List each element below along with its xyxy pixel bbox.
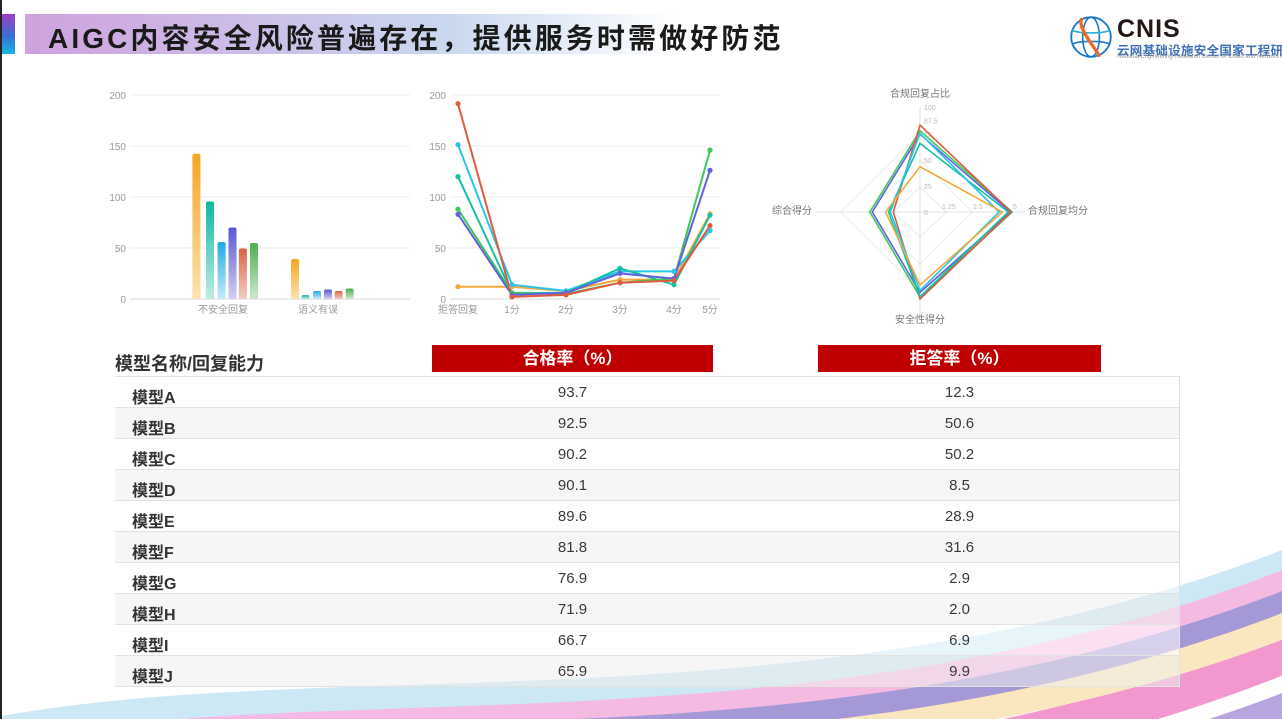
svg-text:50: 50 [924, 158, 932, 165]
svg-text:87.5: 87.5 [924, 119, 938, 126]
svg-text:语义有误: 语义有误 [298, 303, 338, 316]
svg-text:100: 100 [429, 193, 446, 204]
svg-text:2分: 2分 [558, 304, 574, 316]
svg-text:25: 25 [924, 184, 932, 191]
svg-text:50: 50 [435, 244, 447, 255]
svg-text:不安全回复: 不安全回复 [198, 303, 248, 316]
svg-text:3分: 3分 [612, 304, 628, 316]
svg-text:4分: 4分 [666, 304, 682, 316]
svg-text:200: 200 [429, 91, 446, 102]
svg-text:2.5: 2.5 [973, 204, 983, 211]
svg-text:1分: 1分 [504, 304, 520, 316]
svg-text:150: 150 [109, 142, 126, 153]
svg-text:100: 100 [924, 105, 936, 112]
svg-text:100: 100 [109, 193, 126, 204]
svg-text:1.25: 1.25 [942, 204, 956, 211]
svg-text:合规回复均分: 合规回复均分 [1028, 204, 1088, 217]
svg-text:0: 0 [120, 295, 126, 306]
svg-text:合规回复占比: 合规回复占比 [890, 87, 950, 100]
svg-text:综合得分: 综合得分 [772, 204, 812, 217]
svg-text:0: 0 [924, 210, 928, 217]
svg-text:拒答回复: 拒答回复 [438, 303, 478, 316]
svg-text:5分: 5分 [702, 304, 718, 316]
svg-text:50: 50 [115, 244, 127, 255]
svg-text:安全性得分: 安全性得分 [895, 313, 945, 326]
svg-text:150: 150 [429, 142, 446, 153]
svg-text:200: 200 [109, 91, 126, 102]
svg-text:5: 5 [1013, 204, 1017, 211]
